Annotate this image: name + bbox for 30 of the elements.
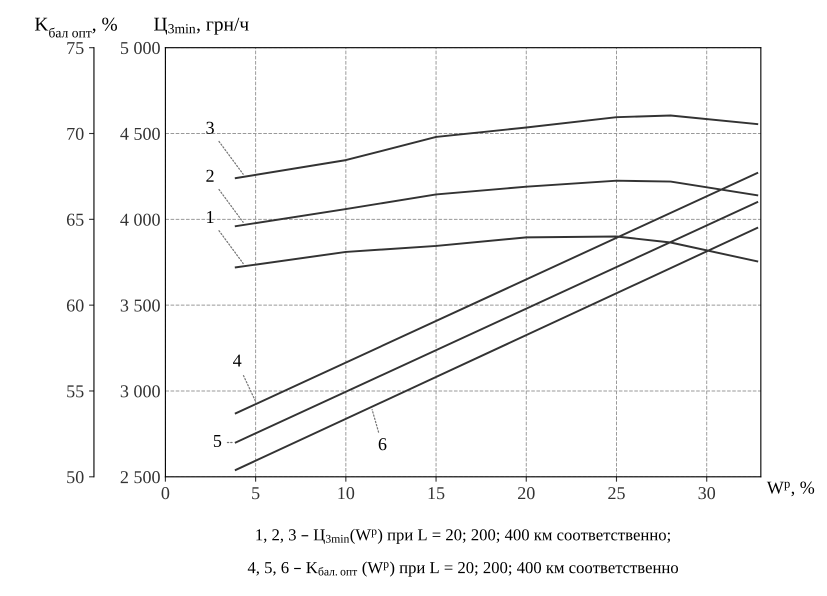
x-axis-title: W$^{р}$, % (766, 482, 814, 496)
x-tick-label: 5 (252, 487, 260, 500)
text: 3 (206, 122, 214, 134)
line-series (234, 114, 758, 180)
x-tick-label: 30 (698, 487, 716, 500)
y-tick-label: 5 000 (120, 42, 160, 54)
text: 2 (206, 170, 214, 182)
y-tick-label: 2 500 (120, 471, 160, 484)
x-tick-label: 15 (428, 487, 444, 500)
x-tick-label: 0 (162, 487, 170, 500)
y2-tick-label: 70 (67, 128, 84, 140)
y2-tick-label: 60 (66, 299, 84, 312)
y2-tick-label: 55 (67, 385, 84, 398)
y-tick-label: 4 500 (120, 128, 160, 140)
x-tick-label: 10 (338, 487, 354, 500)
y2-tick-label: 75 (67, 42, 84, 54)
x-tick-label: 25 (608, 487, 625, 500)
text: 4 (233, 354, 242, 366)
series-label: 5 (214, 434, 222, 447)
text: 1 (207, 211, 214, 223)
y2-tick-label: 65 (66, 214, 84, 226)
y-axis-title: Ц$_{3min}$, грн/ч (154, 18, 249, 35)
text: 1, 2, 3 – Ц$_{3min}$(W$^{р}$) при L = 20; 200; 400 км соответственно; (256, 528, 670, 544)
series-label: 6 (378, 438, 386, 450)
y-tick-label: 4 000 (120, 214, 160, 226)
y-tick-label: 3 000 (120, 385, 160, 398)
x-tick-label: 20 (518, 487, 535, 500)
y2-tick-label: 50 (67, 471, 84, 484)
text: 4, 5, 6 – K$_{бал.опт}$ (W$^{р}$) при L = 20; 200; 400 км соответственно (248, 562, 678, 577)
y-tick-label: 3 500 (120, 299, 160, 312)
